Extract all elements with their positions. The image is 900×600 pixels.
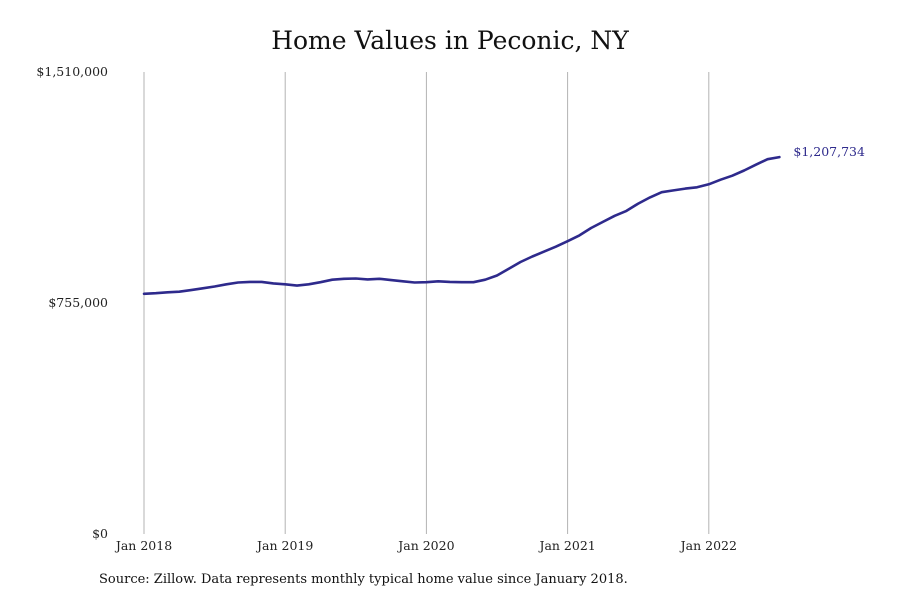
y-tick-label: $0 [92,526,108,541]
grid-lines [143,72,710,534]
end-value-label-text: $1,207,734 [793,144,865,159]
x-tick-label: Jan 2022 [679,538,737,553]
source-note: Source: Zillow. Data represents monthly … [99,572,628,587]
end-value-label: $1,207,734 [793,144,865,159]
chart-title: Home Values in Peconic, NY [271,26,629,55]
x-tick-label: Jan 2018 [114,538,172,553]
series-line [142,155,781,296]
x-tick-labels: Jan 2018 Jan 2019 Jan 2020 Jan 2021 Jan 2022 [114,538,737,553]
y-tick-label: $1,510,000 [36,64,108,79]
y-tick-label: $755,000 [48,295,108,310]
x-tick-label: Jan 2020 [396,538,454,553]
series-lines [142,155,781,296]
x-tick-label: Jan 2021 [537,538,595,553]
x-tick-label: Jan 2019 [255,538,313,553]
y-tick-labels: $0 $755,000 $1,510,000 [36,64,108,541]
